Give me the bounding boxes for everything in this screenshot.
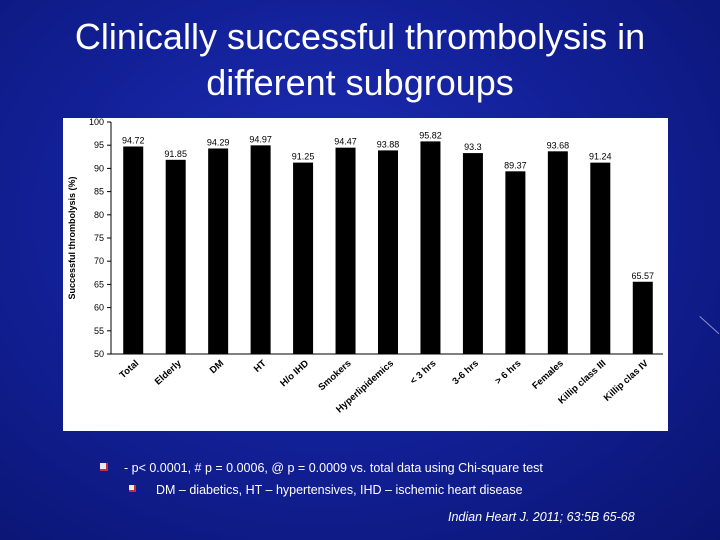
- data-label: 95.82: [419, 130, 442, 140]
- data-label: 94.97: [249, 134, 272, 144]
- y-tick-label: 95: [94, 140, 104, 150]
- y-tick-label: 90: [94, 163, 104, 173]
- x-tick-label: Females: [530, 358, 566, 392]
- citation: Indian Heart J. 2011; 63:5B 65-68: [448, 510, 635, 524]
- bar: [378, 150, 398, 354]
- slide-title: Clinically successful thrombolysis in di…: [74, 16, 646, 103]
- bar: [632, 281, 653, 354]
- data-label: 93.68: [547, 140, 570, 150]
- bar-chart: 50 55 60 65 70 75 80 85 90 95 100 Successful thromb…: [63, 118, 668, 431]
- data-label: 89.37: [504, 160, 527, 170]
- data-label: 91.25: [292, 152, 315, 162]
- footnote-statistics: - p< 0.0001, # p = 0.0006, @ p = 0.0009 …: [124, 461, 543, 475]
- y-tick-label: 50: [94, 349, 104, 359]
- y-tick-label: 75: [94, 233, 104, 243]
- x-tick-label: Total: [118, 358, 142, 381]
- data-label: 91.24: [589, 152, 612, 162]
- x-tick-label: Smokers: [316, 358, 353, 393]
- sub-bullet-icon: [129, 485, 136, 492]
- y-tick-label: 55: [94, 326, 104, 336]
- x-tick-label: DM: [208, 358, 226, 376]
- data-label: 94.47: [334, 137, 357, 147]
- data-label: 94.72: [122, 135, 145, 145]
- bar: [208, 148, 229, 354]
- bullet-icon: [100, 463, 108, 471]
- x-tick-label: HT: [252, 358, 269, 375]
- bar: [250, 145, 271, 354]
- x-tick-label: 3-6 hrs: [450, 358, 481, 387]
- y-tick-label: 80: [94, 210, 104, 220]
- bar: [165, 159, 186, 354]
- bar: [335, 147, 356, 354]
- data-label: 93.3: [464, 142, 482, 152]
- data-label: 91.85: [164, 149, 187, 159]
- footnote-abbreviations: DM – diabetics, HT – hypertensives, IHD …: [156, 483, 523, 497]
- data-label: 65.57: [632, 271, 655, 281]
- bar: [505, 171, 526, 354]
- x-tick-label: Killip clas IV: [602, 358, 651, 404]
- decorative-line: [699, 316, 720, 335]
- y-axis-label: Successful thrombolysis (%): [67, 176, 77, 299]
- y-tick-label: 70: [94, 256, 104, 266]
- x-tick-label: < 3 hrs: [408, 358, 438, 387]
- bar: [462, 153, 483, 354]
- bar: [547, 151, 568, 354]
- data-label: 93.88: [377, 139, 400, 149]
- bar: [293, 162, 314, 354]
- y-tick-label: 100: [89, 118, 104, 127]
- data-label: 94.29: [207, 137, 230, 147]
- x-tick-label: > 6 hrs: [493, 358, 523, 387]
- bar: [123, 146, 144, 354]
- x-tick-label: H/o IHD: [278, 358, 311, 389]
- y-tick-label: 65: [94, 279, 104, 289]
- bar: [420, 141, 441, 354]
- bar: [590, 162, 611, 354]
- y-tick-label: 85: [94, 187, 104, 197]
- y-tick-label: 60: [94, 303, 104, 313]
- x-tick-label: Elderly: [153, 358, 184, 388]
- chart-svg: 50 55 60 65 70 75 80 85 90 95 100 Successful thromb…: [67, 118, 663, 415]
